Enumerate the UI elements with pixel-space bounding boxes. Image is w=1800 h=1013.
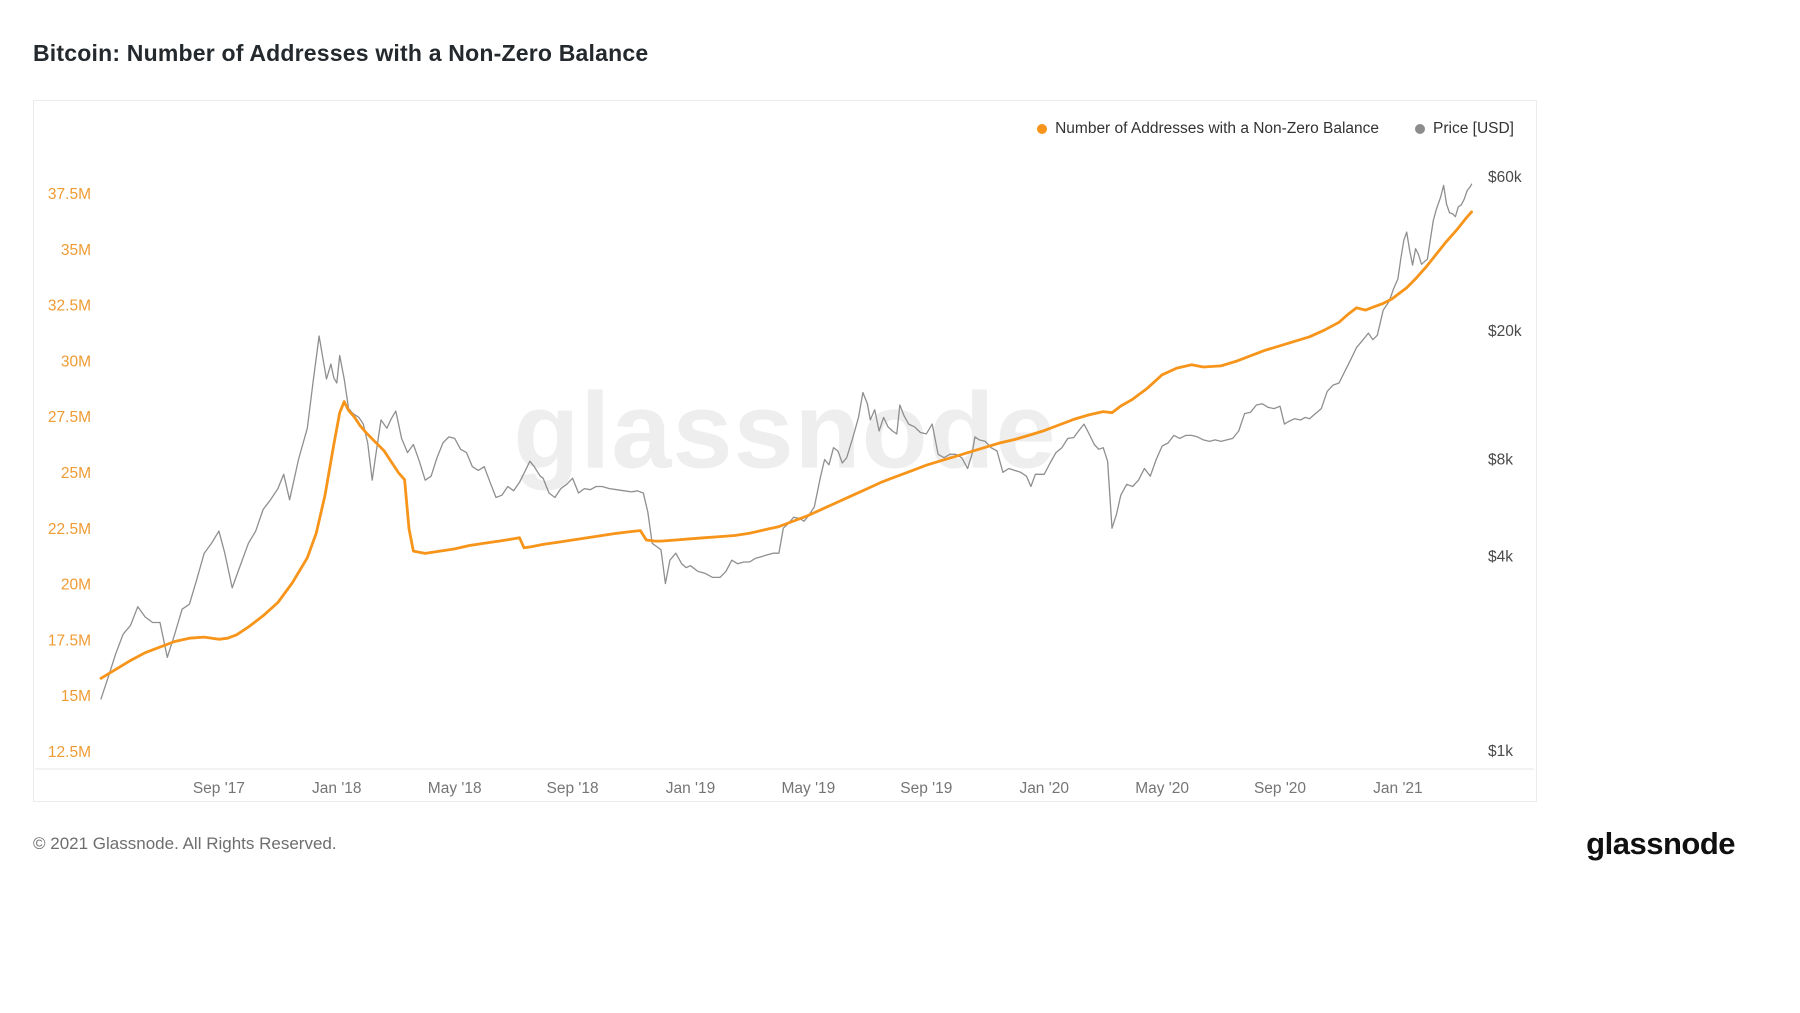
- copyright-text: © 2021 Glassnode. All Rights Reserved.: [33, 834, 337, 853]
- addresses-line: [99, 210, 1473, 680]
- left-axis-tick: 30M: [61, 353, 91, 370]
- left-axis-tick: 17.5M: [48, 632, 91, 649]
- x-axis-tick: May '20: [1135, 780, 1189, 797]
- right-axis-tick: $4k: [1488, 549, 1513, 566]
- left-axis-tick: 35M: [61, 242, 91, 259]
- right-axis-tick: $8k: [1488, 451, 1513, 468]
- left-axis-tick: 25M: [61, 465, 91, 482]
- right-axis-tick: $60k: [1488, 169, 1522, 186]
- x-axis-tick: Sep '19: [900, 780, 952, 797]
- footer: © 2021 Glassnode. All Rights Reserved. g…: [33, 826, 1735, 862]
- x-axis-tick: Jan '19: [666, 780, 716, 797]
- chart-legend: Number of Addresses with a Non-Zero Bala…: [1037, 120, 1514, 138]
- legend-item-addresses[interactable]: Number of Addresses with a Non-Zero Bala…: [1037, 120, 1379, 138]
- x-axis-tick: Jan '20: [1019, 780, 1069, 797]
- x-axis-tick: Sep '17: [193, 780, 245, 797]
- left-axis-tick: 32.5M: [48, 298, 91, 315]
- price-series-dot-icon: [1415, 124, 1426, 134]
- x-axis-tick: Sep '20: [1254, 780, 1306, 797]
- legend-label-addresses: Number of Addresses with a Non-Zero Bala…: [1055, 120, 1380, 137]
- left-axis-tick: 20M: [61, 577, 91, 594]
- left-axis-tick: 15M: [61, 688, 91, 705]
- right-axis-tick: $20k: [1488, 323, 1522, 340]
- x-axis-tick: Jan '18: [312, 780, 362, 797]
- chart-plot[interactable]: 12.5M 15M 17.5M 20M 22.5M 25M 27.5M 30M 32.5M 35M…: [34, 101, 1536, 801]
- chart-card: Number of Addresses with a Non-Zero Bala…: [33, 100, 1537, 802]
- legend-item-price[interactable]: Price [USD]: [1415, 120, 1514, 138]
- x-axis-tick: May '18: [428, 780, 482, 797]
- glassnode-logo[interactable]: glassnode: [1586, 826, 1735, 861]
- left-axis-tick: 12.5M: [48, 744, 91, 761]
- legend-label-price: Price [USD]: [1433, 120, 1514, 137]
- left-axis-tick: 27.5M: [48, 409, 91, 426]
- x-axis-tick: Jan '21: [1373, 780, 1423, 797]
- page-title: Bitcoin: Number of Addresses with a Non-…: [33, 40, 649, 66]
- right-axis-tick: $1k: [1488, 743, 1513, 760]
- left-axis-tick: 37.5M: [48, 186, 91, 203]
- left-axis-tick: 22.5M: [48, 521, 91, 538]
- addresses-series-dot-icon: [1037, 124, 1048, 134]
- price-line: [100, 183, 1473, 700]
- x-axis-tick: May '19: [782, 780, 836, 797]
- x-axis-tick: Sep '18: [547, 780, 599, 797]
